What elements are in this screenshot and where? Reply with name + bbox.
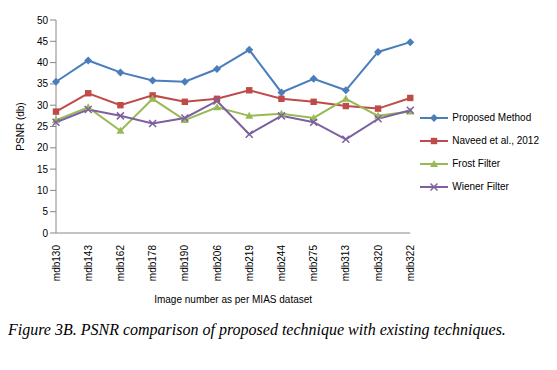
svg-text:mdb178: mdb178 bbox=[147, 245, 158, 282]
svg-text:25: 25 bbox=[37, 121, 49, 132]
svg-text:mdb206: mdb206 bbox=[212, 245, 223, 282]
svg-text:Image number as per MIAS datas: Image number as per MIAS dataset bbox=[154, 294, 312, 305]
svg-text:20: 20 bbox=[37, 142, 49, 153]
html-text:Wiener Filter: Wiener Filter bbox=[452, 181, 509, 192]
html-text:Naveed et al., 2012: Naveed et al., 2012 bbox=[452, 135, 539, 146]
svg-text:mdb143: mdb143 bbox=[83, 245, 94, 282]
svg-text:5: 5 bbox=[42, 206, 48, 217]
svg-text:mdb219: mdb219 bbox=[244, 245, 255, 282]
svg-text:15: 15 bbox=[37, 164, 49, 175]
svg-text:mdb275: mdb275 bbox=[308, 245, 319, 282]
svg-text:mdb322: mdb322 bbox=[405, 245, 416, 282]
svg-text:35: 35 bbox=[37, 78, 49, 89]
svg-text:PSNR (db): PSNR (db) bbox=[15, 102, 26, 150]
svg-text:mdb313: mdb313 bbox=[340, 245, 351, 282]
svg-text:mdb190: mdb190 bbox=[179, 245, 190, 282]
html-text:Figure 3B. PSNR comparison of: Figure 3B. PSNR comparison of proposed t… bbox=[8, 321, 506, 338]
html-text:Frost Filter: Frost Filter bbox=[452, 158, 500, 169]
svg-text:0: 0 bbox=[42, 228, 48, 239]
svg-text:mdb244: mdb244 bbox=[276, 245, 287, 282]
svg-text:40: 40 bbox=[37, 57, 49, 68]
html-text:Proposed Method: Proposed Method bbox=[452, 112, 532, 123]
svg-text:mdb320: mdb320 bbox=[373, 245, 384, 282]
svg-text:30: 30 bbox=[37, 100, 49, 111]
svg-text:mdb162: mdb162 bbox=[115, 245, 126, 282]
svg-text:mdb130: mdb130 bbox=[51, 245, 62, 282]
svg-text:10: 10 bbox=[37, 185, 49, 196]
svg-text:45: 45 bbox=[37, 36, 49, 47]
svg-text:50: 50 bbox=[37, 15, 49, 26]
